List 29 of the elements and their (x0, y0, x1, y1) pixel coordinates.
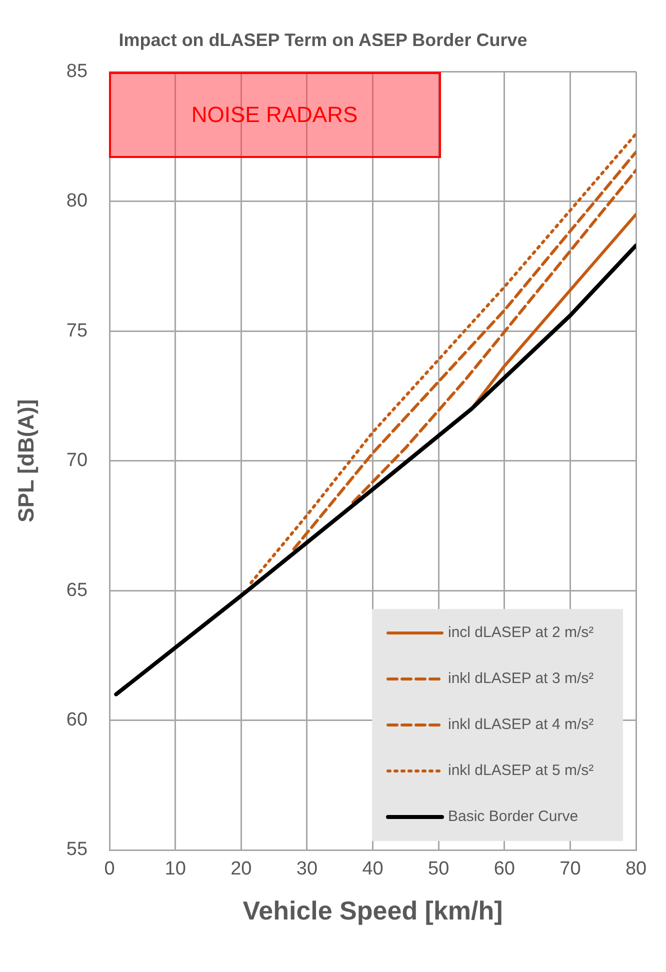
legend-label: inkl dLASEP at 5 m/s² (448, 762, 594, 780)
y-tick-label: 65 (66, 580, 88, 601)
line-series (250, 132, 636, 584)
annotation: NOISE RADARS (191, 102, 358, 128)
legend-label: incl dLASEP at 2 m/s² (448, 624, 594, 642)
y-tick-label: 80 (66, 190, 88, 212)
x-tick-label: 20 (230, 858, 252, 880)
legend-label: inkl dLASEP at 4 m/s² (448, 716, 594, 734)
y-axis-title: SPL [dB(A)] (13, 399, 38, 522)
x-axis-title: Vehicle Speed [km/h] (242, 896, 503, 926)
x-tick-label: 60 (494, 858, 515, 880)
y-tick-label: 60 (66, 710, 88, 730)
y-tick-label: 70 (66, 450, 88, 472)
y-tick-label: 55 (66, 839, 88, 860)
highlight-box: NOISE RADARS (108, 72, 441, 158)
legend-label: Basic Border Curve (448, 808, 578, 826)
x-tick-label: 10 (164, 858, 186, 880)
x-tick-label: 70 (560, 858, 581, 880)
line-series (292, 150, 636, 551)
x-tick-label: 30 (296, 858, 318, 880)
chart-title: Impact on dLASEP Term on ASEP Border Curve (118, 30, 528, 50)
x-tick-label: 40 (362, 858, 384, 880)
line-series (352, 168, 636, 504)
x-tick-label: 50 (428, 858, 450, 880)
y-tick-label: 85 (66, 60, 88, 82)
y-tick-label: 75 (66, 320, 88, 342)
x-tick-label: 0 (104, 858, 115, 880)
x-tick-label: 80 (625, 858, 647, 880)
legend-label: inkl dLASEP at 3 m/s² (448, 670, 594, 688)
